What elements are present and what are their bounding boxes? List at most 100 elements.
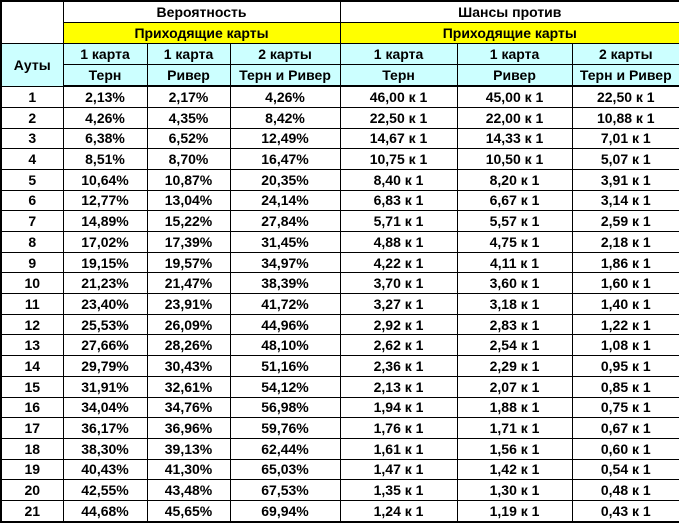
probability-cell: 2,13%	[62, 85, 148, 108]
probability-cell: 21,23%	[62, 272, 148, 295]
table-row: 21 44,68% 45,65% 69,94% 1,24 к 1 1,19 к 1 0,43…	[0, 499, 679, 523]
odds-cell: 1,24 к 1	[339, 499, 458, 523]
odds-cell: 22,00 к 1	[456, 106, 573, 129]
probability-cell: 43,48%	[146, 479, 231, 501]
outs-cell: 21	[0, 499, 64, 523]
odds-cell: 3,14 к 1	[571, 189, 679, 212]
probability-cell: 17,39%	[146, 231, 231, 253]
odds-cell: 6,67 к 1	[456, 189, 573, 212]
table-row: 10 21,23% 21,47% 38,39% 3,70 к 1 3,60 к 1 1,60…	[0, 272, 679, 295]
odds-cell: 1,86 к 1	[571, 251, 679, 274]
table-row: 14 29,79% 30,43% 51,16% 2,36 к 1 2,29 к 1 0,95…	[0, 355, 679, 377]
odds-cell: 1,35 к 1	[339, 479, 458, 501]
probability-cell: 44,68%	[62, 499, 148, 523]
probability-cell: 17,02%	[62, 231, 148, 253]
odds-cell: 2,13 к 1	[339, 375, 458, 398]
odds-cell: 2,07 к 1	[456, 375, 573, 398]
probability-cell: 13,04%	[146, 189, 231, 212]
outs-cell: 13	[0, 334, 64, 357]
odds-cell: 1,60 к 1	[571, 272, 679, 295]
outs-cell: 2	[0, 106, 64, 129]
table-row: 7 14,89% 15,22% 27,84% 5,71 к 1 5,57 к 1 2,59 …	[0, 210, 679, 232]
odds-cell: 1,42 к 1	[456, 458, 573, 481]
table-row: 16 34,04% 34,76% 56,98% 1,94 к 1 1,88 к 1 0,75…	[0, 396, 679, 419]
table-row: 11 23,40% 23,91% 41,72% 3,27 к 1 3,18 к 1 1,40…	[0, 293, 679, 315]
odds-cell: 46,00 к 1	[339, 85, 458, 108]
probability-cell: 27,84%	[229, 210, 341, 232]
probability-cell: 10,64%	[62, 168, 148, 191]
odds-cell: 1,08 к 1	[571, 334, 679, 357]
outs-cell: 8	[0, 231, 64, 253]
odds-cell: 22,50 к 1	[339, 106, 458, 129]
probability-cell: 44,96%	[229, 313, 341, 336]
odds-cell: 10,88 к 1	[571, 106, 679, 129]
probability-cell: 24,14%	[229, 189, 341, 212]
card-count-row: Ауты 1 карта 1 карта 2 карты 1 карта 1 к…	[0, 43, 679, 87]
odds-cell: 5,07 к 1	[571, 148, 679, 170]
probability-cell: 10,87%	[146, 168, 231, 191]
table-row: 18 38,30% 39,13% 62,44% 1,61 к 1 1,56 к 1 0,60…	[0, 437, 679, 460]
odds-cell: 1,40 к 1	[571, 293, 679, 315]
odds-cell: 0,95 к 1	[571, 355, 679, 377]
outs-cell: 17	[0, 417, 64, 439]
card-count-header: 1 карта	[339, 43, 458, 65]
probability-cell: 27,66%	[62, 334, 148, 357]
outs-cell: 18	[0, 437, 64, 460]
street-header: Ривер	[146, 64, 231, 87]
probability-cell: 4,26%	[229, 85, 341, 108]
odds-cell: 8,20 к 1	[456, 168, 573, 191]
probability-cell: 59,76%	[229, 417, 341, 439]
odds-cell: 4,11 к 1	[456, 251, 573, 274]
table-row: 15 31,91% 32,61% 54,12% 2,13 к 1 2,07 к 1 0,85…	[0, 375, 679, 398]
card-count-header: 2 карты	[229, 43, 341, 65]
incoming-cards-row: Приходящие карты Приходящие карты	[1, 22, 679, 44]
probability-cell: 2,17%	[146, 85, 231, 108]
probability-cell: 41,72%	[229, 293, 341, 315]
probability-cell: 4,26%	[62, 106, 148, 129]
table-row: 1 2,13% 2,17% 4,26% 46,00 к 1 45,00 к 1 22,50 …	[0, 85, 679, 108]
table-row: 5 10,64% 10,87% 20,35% 8,40 к 1 8,20 к 1 3,91 …	[0, 168, 679, 191]
odds-cell: 0,85 к 1	[571, 375, 679, 398]
probability-cell: 45,65%	[146, 499, 231, 523]
table-row: 20 42,55% 43,48% 67,53% 1,35 к 1 1,30 к 1 0,48…	[0, 479, 679, 501]
probability-cell: 51,16%	[229, 355, 341, 377]
incoming-cards-label-probability: Приходящие карты	[62, 22, 341, 44]
probability-cell: 32,61%	[146, 375, 231, 398]
probability-cell: 34,04%	[62, 396, 148, 419]
odds-cell: 6,83 к 1	[339, 189, 458, 212]
odds-cell: 1,94 к 1	[339, 396, 458, 419]
table-row: 9 19,15% 19,57% 34,97% 4,22 к 1 4,11 к 1 1,86 …	[0, 251, 679, 274]
probability-cell: 25,53%	[62, 313, 148, 336]
odds-cell: 10,75 к 1	[339, 148, 458, 170]
odds-cell: 7,01 к 1	[571, 127, 679, 150]
section-title-row: Вероятность Шансы против	[0, 0, 679, 44]
probability-cell: 6,38%	[62, 127, 148, 150]
table-row: 3 6,38% 6,52% 12,49% 14,67 к 1 14,33 к 1 7,01 …	[0, 127, 679, 150]
probability-cell: 36,17%	[62, 417, 148, 439]
outs-cell: 14	[0, 355, 64, 377]
outs-cell: 16	[0, 396, 64, 419]
odds-cell: 4,88 к 1	[339, 231, 458, 253]
outs-cell: 1	[0, 85, 64, 108]
card-count-header: 1 карта	[62, 43, 148, 65]
probability-cell: 39,13%	[146, 437, 231, 460]
probability-cell: 21,47%	[146, 272, 231, 295]
card-count-header: 2 карты	[571, 43, 679, 65]
odds-cell: 3,91 к 1	[571, 168, 679, 191]
street-header: Ривер	[456, 64, 573, 87]
odds-cell: 1,30 к 1	[456, 479, 573, 501]
odds-cell: 3,18 к 1	[456, 293, 573, 315]
probability-cell: 12,77%	[62, 189, 148, 212]
card-count-header: 1 карта	[456, 43, 573, 65]
odds-cell: 1,47 к 1	[339, 458, 458, 481]
odds-cell: 3,70 к 1	[339, 272, 458, 295]
probability-cell: 56,98%	[229, 396, 341, 419]
probability-cell: 67,53%	[229, 479, 341, 501]
outs-cell: 7	[0, 210, 64, 232]
probability-cell: 40,43%	[62, 458, 148, 481]
probability-cell: 8,70%	[146, 148, 231, 170]
odds-cell: 2,54 к 1	[456, 334, 573, 357]
outs-cell: 12	[0, 313, 64, 336]
odds-cell: 0,48 к 1	[571, 479, 679, 501]
